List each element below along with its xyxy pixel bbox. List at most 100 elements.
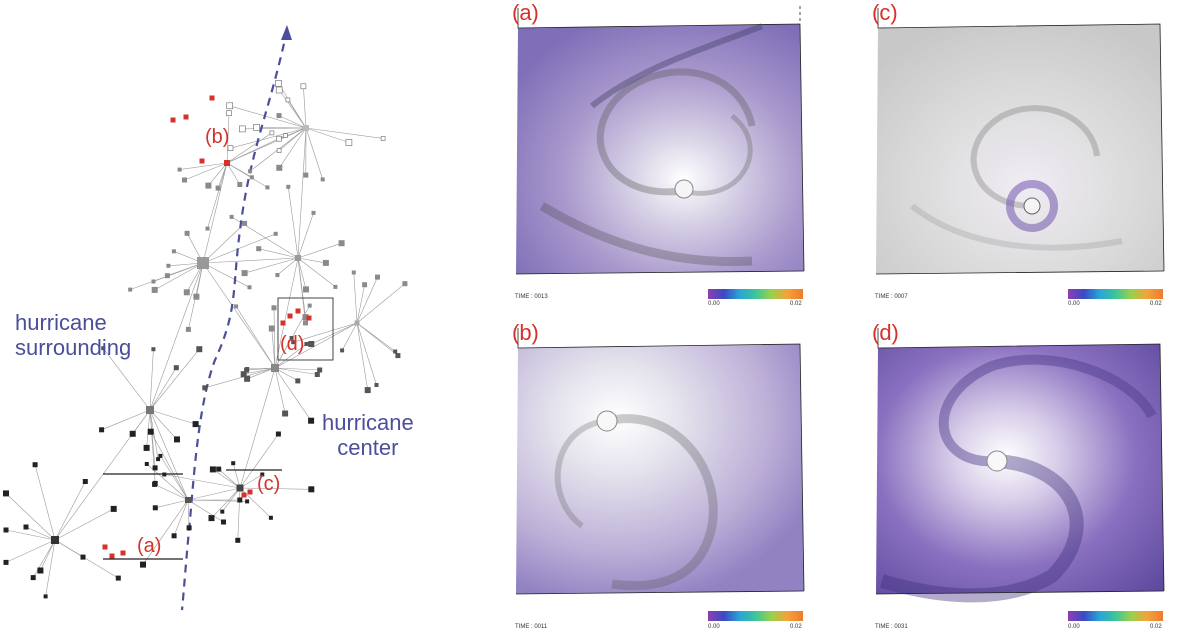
panel-d-time: TIME : 0031 [875, 624, 908, 630]
panel-b-cbar-min: 0.00 [708, 624, 720, 630]
graph-node [178, 168, 182, 172]
graph-hub-node [51, 536, 59, 544]
graph-hub-node [197, 257, 209, 269]
graph-edge [298, 258, 326, 263]
graph-highlight-node [110, 554, 115, 559]
graph-edge [311, 323, 357, 344]
graph-node [323, 260, 329, 266]
panel-c-time: TIME : 0007 [875, 294, 908, 300]
graph-node [381, 137, 385, 141]
graph-node [130, 431, 136, 437]
graph-node [3, 490, 9, 496]
graph-tag-a: (a) [137, 535, 161, 558]
graph-edge [357, 323, 368, 390]
graph-node [230, 215, 234, 219]
graph-edge [6, 540, 55, 562]
graph-node [209, 515, 215, 521]
graph-node [166, 264, 170, 268]
graph-node [220, 510, 224, 514]
panel-a-time: TIME : 0013 [515, 294, 548, 300]
graph-edge [298, 258, 306, 289]
graph-node [205, 183, 211, 189]
graph-node [339, 240, 345, 246]
graph-node [276, 165, 282, 171]
hurricane-render-c [872, 6, 1172, 306]
graph-edge [236, 306, 275, 368]
graph-edge [6, 493, 55, 540]
graph-edge [357, 285, 365, 323]
panel-d-colorbar [1068, 611, 1163, 621]
graph-node [99, 427, 104, 432]
graph-edge [26, 527, 55, 540]
graph-node [340, 348, 344, 352]
render-panel-b: (b) [512, 326, 812, 626]
graph-node [245, 499, 249, 503]
graph-edge [150, 349, 153, 410]
graph-node [276, 80, 282, 86]
panel-c-colorbar [1068, 289, 1163, 299]
graph-edge [203, 263, 275, 368]
graph-node [174, 365, 179, 370]
graph-node [239, 126, 245, 132]
graph-hub-node [146, 406, 154, 414]
graph-node [83, 479, 88, 484]
graph-highlight-node [184, 115, 189, 120]
graph-node [144, 445, 150, 451]
render-panel-c: (c) [872, 6, 1172, 306]
graph-edge [227, 163, 240, 185]
graph-node [321, 177, 325, 181]
render-panel-d: (d) [872, 326, 1172, 626]
label-surrounding-line1: hurricane [15, 310, 131, 335]
graph-edge [208, 163, 228, 229]
graph-node [274, 232, 278, 236]
graph-node [185, 231, 190, 236]
graph-node [182, 178, 187, 183]
graph-node [216, 467, 221, 472]
graph-edge [306, 128, 323, 179]
graph-edge [218, 163, 227, 188]
graph-edge [275, 368, 285, 414]
graph-edge [279, 128, 306, 139]
graph-node [303, 286, 309, 292]
graph-node [308, 486, 314, 492]
graph-node [237, 182, 242, 187]
graph-node [248, 169, 252, 173]
graph-node [172, 533, 177, 538]
graph-node [116, 576, 121, 581]
panel-c-cbar-max: 0.02 [1150, 301, 1162, 307]
graph-node [276, 87, 282, 93]
graph-node [308, 418, 314, 424]
graph-edge [259, 249, 298, 258]
graph-edge [205, 368, 275, 388]
graph-edge [212, 488, 241, 518]
graph-node [270, 131, 274, 135]
graph-node [254, 124, 260, 130]
panel-b-time: TIME : 0011 [515, 624, 547, 630]
graph-hub-node [237, 485, 244, 492]
graph-node [221, 520, 226, 525]
graph-node [153, 465, 158, 470]
graph-node [4, 528, 9, 533]
graph-node [286, 98, 290, 102]
graph-edge [227, 133, 272, 163]
graph-node [24, 525, 29, 530]
panel-a-tag: (a) [512, 0, 539, 26]
graph-highlight-node [288, 314, 293, 319]
graph-node [352, 271, 356, 275]
graph-node [242, 221, 247, 226]
panel-d-tag: (d) [872, 320, 899, 346]
graph-node [151, 347, 155, 351]
graph-edge [164, 475, 240, 489]
graph-hub-node [295, 255, 301, 261]
graph-edge [55, 482, 85, 541]
graph-edge [298, 243, 342, 258]
label-hurricane-center: hurricane center [322, 410, 414, 460]
panel-d-cbar-max: 0.02 [1150, 624, 1162, 630]
graph-highlight-node [210, 96, 215, 101]
panel-b-tag: (b) [512, 320, 539, 346]
graph-node [283, 134, 287, 138]
graph-highlight-node [225, 161, 230, 166]
graph-edge [306, 128, 383, 139]
graph-node [315, 372, 320, 377]
graph-node [295, 378, 300, 383]
